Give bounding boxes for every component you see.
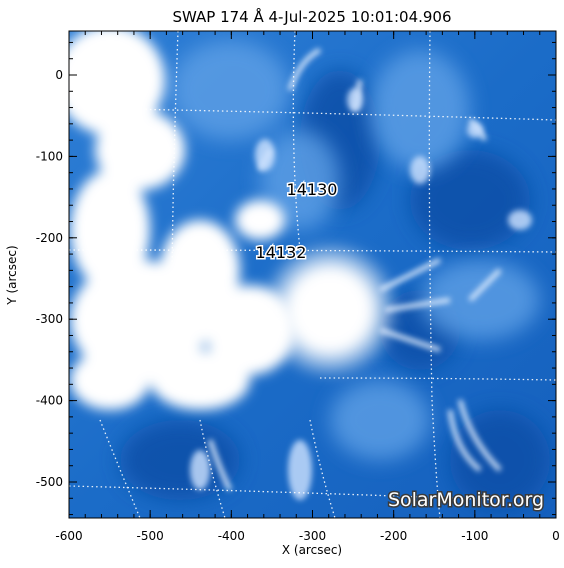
region-label-14132: 14132 [256,243,307,262]
euv-image [69,31,556,518]
y-tick-label: -200 [36,231,63,245]
y-axis-label: Y (arcsec) [5,245,19,305]
x-tick-label: 0 [552,529,560,543]
flare-core [260,240,400,380]
x-axis-label: X (arcsec) [282,543,342,557]
y-axis: 0 -100 -200 -300 -400 -500 [36,41,556,516]
y-tick-label: -400 [36,394,63,408]
x-tick-label: -400 [218,529,245,543]
x-axis: -600 -500 -400 -300 -200 -100 0 [55,31,560,543]
region-label-14130: 14130 [287,180,338,199]
y-tick-label: 0 [55,68,63,82]
watermark: SolarMonitor.org [388,489,544,511]
active-region-labels: 14130 14132 [254,179,339,264]
x-tick-label: -500 [137,529,164,543]
y-tick-label: -100 [36,149,63,163]
x-tick-label: -200 [380,529,407,543]
y-tick-label: -300 [36,312,63,326]
heliographic-grid [69,31,556,518]
x-tick-label: -100 [461,529,488,543]
x-tick-label: -600 [55,529,82,543]
y-tick-label: -500 [36,475,63,489]
image-title: SWAP 174 Å 4-Jul-2025 10:01:04.906 [172,7,451,26]
x-tick-label: -300 [299,529,326,543]
